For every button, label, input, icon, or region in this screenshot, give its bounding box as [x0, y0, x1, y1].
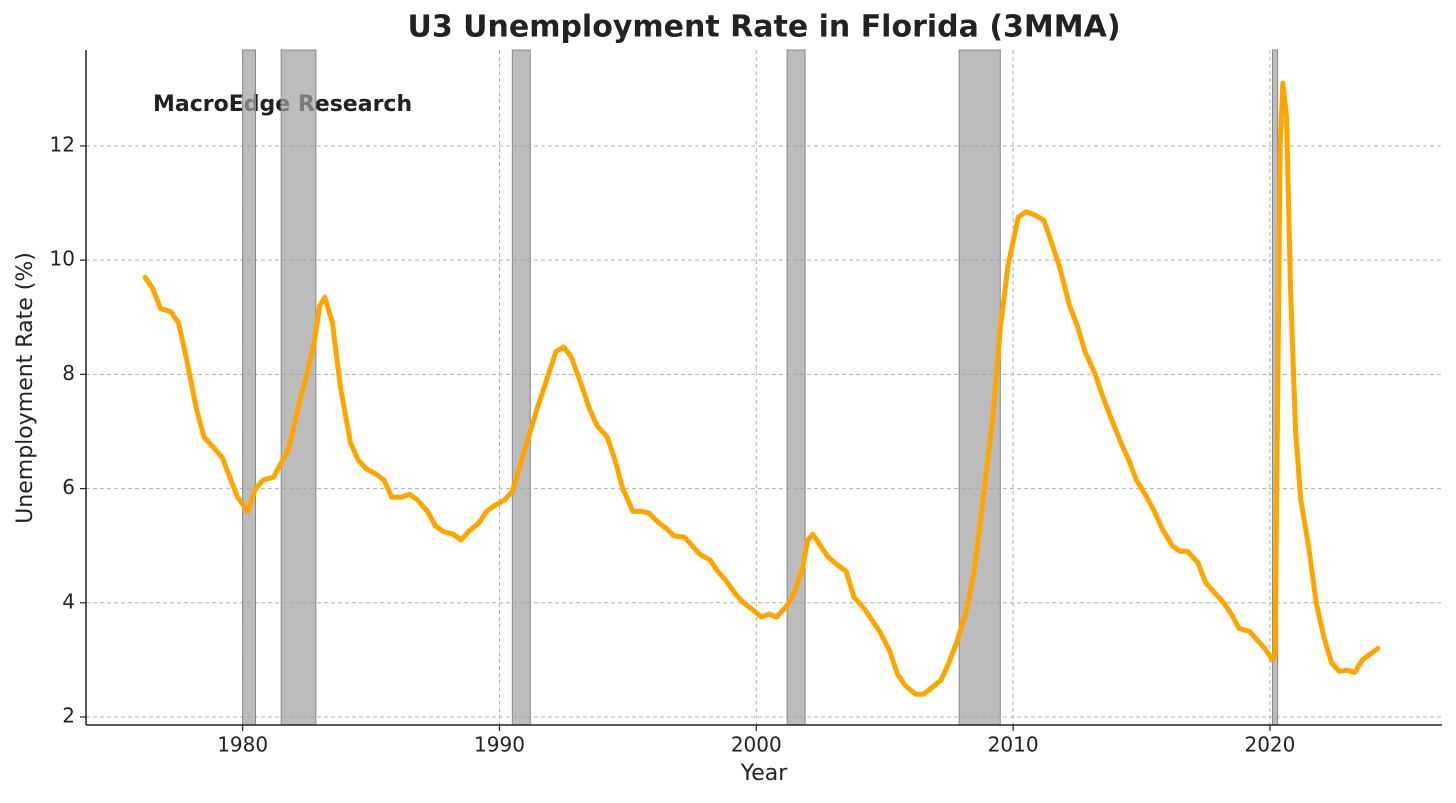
y-axis-label: Unemployment Rate (%) [13, 252, 38, 524]
data-line [142, 80, 1381, 697]
y-tick-label: 10 [50, 247, 75, 271]
recession-band [280, 49, 317, 726]
x-tick-label: 2000 [731, 733, 782, 757]
x-tick-label: 2010 [988, 733, 1039, 757]
x-tick-label: 2020 [1244, 733, 1295, 757]
y-tick-label: 4 [62, 589, 75, 613]
y-tick-label: 8 [62, 361, 75, 385]
x-axis-label: Year [740, 761, 789, 786]
recession-band [786, 49, 806, 726]
y-tick-label: 12 [50, 132, 75, 156]
recession-band [511, 49, 531, 726]
y-tick-label: 2 [62, 704, 75, 728]
x-tick-label: 1990 [474, 733, 525, 757]
x-tick-label: 1980 [217, 733, 268, 757]
y-tick-label: 6 [62, 475, 75, 499]
chart-title: U3 Unemployment Rate in Florida (3MMA) [407, 10, 1120, 45]
recession-band [242, 49, 256, 726]
